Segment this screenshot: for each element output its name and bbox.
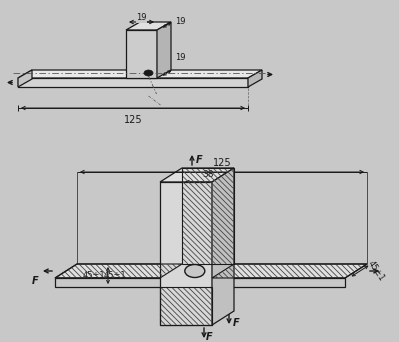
Text: F: F [233, 318, 239, 328]
Polygon shape [55, 264, 367, 278]
Text: 19: 19 [136, 13, 147, 23]
Polygon shape [126, 30, 157, 78]
Text: 19: 19 [175, 53, 186, 62]
Text: F: F [206, 332, 212, 342]
Polygon shape [212, 168, 234, 325]
Text: 45±1: 45±1 [82, 271, 105, 280]
Text: 19: 19 [175, 17, 186, 26]
Text: F: F [196, 155, 202, 165]
Ellipse shape [144, 70, 153, 76]
Polygon shape [18, 70, 32, 87]
Text: 125: 125 [124, 115, 142, 125]
Text: 125: 125 [213, 158, 231, 168]
Ellipse shape [185, 264, 205, 277]
Text: 45±1: 45±1 [104, 272, 126, 280]
Text: F: F [32, 276, 38, 286]
Polygon shape [18, 78, 248, 87]
Polygon shape [55, 278, 345, 287]
Text: 45±1: 45±1 [366, 259, 386, 283]
Polygon shape [248, 70, 262, 87]
Polygon shape [157, 22, 171, 78]
Polygon shape [160, 182, 212, 325]
Text: 38: 38 [202, 170, 214, 179]
Polygon shape [18, 70, 262, 78]
Polygon shape [160, 168, 234, 182]
Polygon shape [126, 22, 171, 30]
